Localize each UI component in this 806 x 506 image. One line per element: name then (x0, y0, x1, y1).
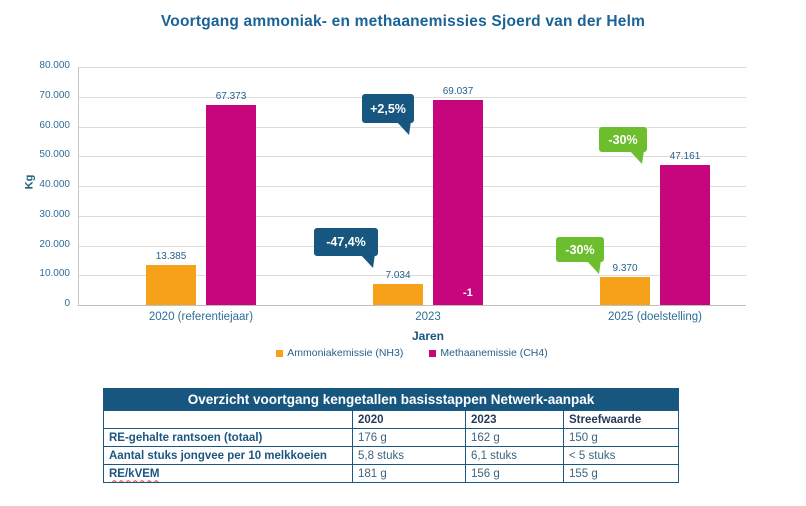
callout-tail (629, 150, 644, 164)
table-title-row: Overzicht voortgang kengetallen basissta… (103, 388, 679, 411)
bar-ammoniak-2020 (146, 265, 196, 305)
gridline (78, 186, 746, 187)
x-axis-line (78, 305, 746, 306)
bar-methaan-2020 (206, 104, 256, 305)
column-header-2020: 2020 (352, 410, 466, 429)
callout--30%: -30% (556, 237, 604, 274)
x-axis-category-label: 2023 (415, 311, 441, 323)
row-value: 181 g (352, 464, 466, 483)
legend-swatch-icon (276, 349, 284, 357)
clipped-bar-text: -1 (463, 287, 473, 299)
gridline (78, 275, 746, 277)
legend-swatch-icon (429, 349, 437, 357)
column-header-streefwaarde: Streefwaarde (563, 410, 679, 429)
bar-ammoniak-2023 (373, 284, 423, 305)
row-label: Aantal stuks jongvee per 10 melkkoeien (103, 446, 353, 465)
y-axis-tick-label: 40.000 (39, 179, 70, 190)
callout-text: -30% (608, 132, 638, 147)
row-value: 156 g (465, 464, 564, 483)
legend-item-ammoniak: Ammoniakemissie (NH3) (276, 347, 403, 359)
row-label: RE/kVEM (103, 464, 353, 483)
bar-value-label-methaan-2025: 47.161 (669, 150, 701, 162)
callout--30%: -30% (599, 127, 647, 164)
table-title: Overzicht voortgang kengetallen basissta… (103, 388, 679, 411)
bar-methaan-2025 (660, 164, 710, 305)
y-axis-tick-label: 10.000 (39, 268, 70, 280)
y-axis-line (78, 67, 79, 305)
x-axis-category-label: 2020 (referentiejaar) (148, 311, 254, 323)
row-value: 6,1 stuks (465, 446, 564, 465)
bar-ammoniak-2025 (600, 277, 650, 305)
gridline (78, 126, 746, 128)
y-axis-tick-label: 60.000 (39, 119, 70, 131)
bar-value-label-ammoniak-2023: 7.034 (385, 270, 411, 282)
y-axis-tick-label: 20.000 (39, 238, 70, 250)
callout-tail (360, 254, 375, 268)
table-row: RE-gehalte rantsoen (totaal) 176 g 162 g 15… (103, 428, 679, 447)
y-axis-tick-label: 50.000 (39, 149, 70, 161)
chart-legend: Ammoniakemissie (NH3) Methaanemissie (CH4… (78, 347, 746, 359)
y-axis-tick-label: 70.000 (39, 89, 70, 101)
row-value: 150 g (563, 428, 679, 447)
column-header-empty (103, 410, 353, 429)
callout-tail (586, 260, 601, 274)
gridline (78, 156, 746, 158)
callout-tail (396, 121, 411, 135)
table-row: Aantal stuks jongvee per 10 melkkoeien 5,… (103, 446, 679, 465)
gridline (78, 245, 746, 247)
y-axis-tick-label: 80.000 (39, 60, 70, 71)
row-value: 155 g (563, 464, 679, 483)
bar-value-label-ammoniak-2025: 9.370 (612, 263, 638, 275)
bar-value-label-ammoniak-2020: 13.385 (155, 251, 187, 263)
callout--47,4%: -47,4% (314, 228, 378, 268)
table-row: RE/kVEM 181 g 156 g 155 g (103, 464, 679, 483)
y-axis-tick-label: 0 (64, 298, 70, 309)
row-value: 176 g (352, 428, 466, 447)
row-label: RE-gehalte rantsoen (totaal) (103, 428, 353, 447)
row-value: < 5 stuks (563, 446, 679, 465)
legend-label: Methaanemissie (CH4) (440, 347, 548, 359)
row-value: 5,8 stuks (352, 446, 466, 465)
gridline (78, 67, 746, 68)
y-axis-tick-label: 30.000 (39, 208, 70, 220)
x-axis-category-label: 2025 (doelstelling) (608, 311, 702, 323)
legend-item-methaan: Methaanemissie (CH4) (429, 347, 548, 359)
x-axis-title: Jaren (411, 329, 445, 343)
column-header-2023: 2023 (465, 410, 564, 429)
kpi-table: Overzicht voortgang kengetallen basissta… (103, 388, 679, 483)
chart-title: Voortgang ammoniak- en methaanemissies S… (160, 13, 646, 30)
callout-text: +2,5% (370, 101, 406, 116)
bar-value-label-methaan-2023: 69.037 (442, 85, 474, 97)
legend-label: Ammoniakemissie (NH3) (287, 347, 404, 359)
bar-value-label-methaan-2020: 67.373 (215, 90, 247, 102)
bar-methaan-2023 (433, 99, 483, 305)
callout-text: -30% (565, 242, 595, 257)
table-header-row: 2020 2023 Streefwaarde (103, 410, 679, 429)
callout-+2,5%: +2,5% (362, 94, 414, 135)
gridline (78, 215, 746, 217)
row-value: 162 g (465, 428, 564, 447)
callout-text: -47,4% (326, 235, 366, 249)
